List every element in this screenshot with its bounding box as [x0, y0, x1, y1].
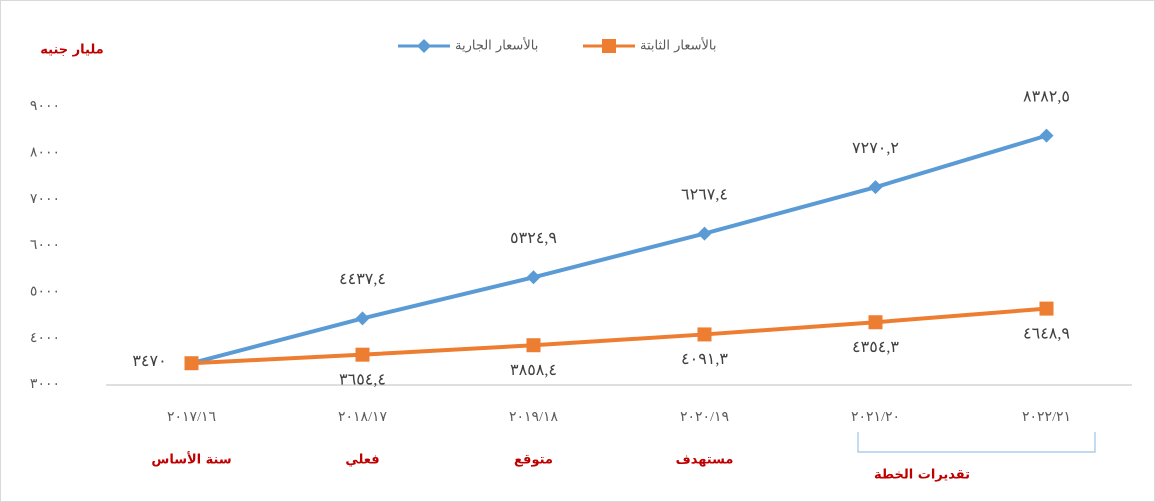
group-label: تقديرات الخطة: [874, 468, 970, 483]
data-point: [355, 311, 370, 326]
data-label: ٥٣٢٤,٩: [510, 230, 557, 247]
series-line: [191, 306, 1047, 366]
x-tick-label: ٢٠٢١/٢٠: [851, 410, 900, 425]
y-tick-label: ٨٠٠٠: [30, 146, 60, 161]
y-tick-label: ٥٠٠٠: [30, 285, 60, 300]
x-tick-label: ٢٠١٧/١٦: [167, 410, 216, 425]
data-point: [526, 338, 541, 353]
legend-marker: [602, 39, 616, 53]
data-label: ٣٤٧٠: [132, 353, 166, 370]
category-note: مستهدف: [676, 453, 734, 468]
data-label: ٣٨٥٨,٤: [510, 362, 557, 379]
data-label: ٣٦٥٤,٤: [339, 371, 386, 388]
group-bracket: [857, 432, 1096, 453]
category-note: متوقع: [514, 453, 553, 468]
data-label: ٧٢٧٠,٢: [852, 140, 899, 157]
data-label: ٦٢٦٧,٤: [681, 186, 728, 203]
data-point: [1039, 128, 1054, 143]
data-point: [355, 347, 370, 362]
data-label: ٤٣٥٤,٣: [852, 339, 899, 356]
y-tick-label: ٩٠٠٠: [30, 99, 60, 114]
y-tick-label: ٣٠٠٠: [30, 377, 60, 392]
data-point: [697, 327, 712, 342]
legend-label: بالأسعار الجارية: [455, 37, 538, 54]
legend-marker: [417, 39, 431, 53]
data-point: [1039, 301, 1054, 316]
data-label: ٤٠٩١,٣: [681, 351, 728, 368]
data-label: ٤٦٤٨,٩: [1023, 325, 1070, 342]
category-note: فعلي: [345, 453, 379, 468]
data-point: [697, 226, 712, 241]
series-line: [190, 133, 1048, 366]
x-tick-label: ٢٠٢٢/٢١: [1022, 410, 1071, 425]
legend-label: بالأسعار الثابتة: [640, 37, 717, 54]
y-axis-label: مليار جنيه: [40, 43, 103, 58]
data-point: [526, 270, 541, 285]
y-tick-label: ٤٠٠٠: [30, 331, 60, 346]
x-tick-label: ٢٠١٨/١٧: [338, 410, 387, 425]
y-tick-label: ٦٠٠٠: [30, 238, 60, 253]
data-label: ٤٤٣٧,٤: [339, 271, 386, 288]
data-point: [868, 180, 883, 195]
x-tick-label: ٢٠٢٠/١٩: [680, 410, 729, 425]
y-tick-label: ٧٠٠٠: [30, 192, 60, 207]
data-point: [184, 356, 199, 371]
data-point: [868, 315, 883, 330]
data-label: ٨٣٨٢,٥: [1023, 88, 1070, 105]
category-note: سنة الأساس: [151, 451, 231, 468]
x-tick-label: ٢٠١٩/١٨: [509, 410, 558, 425]
